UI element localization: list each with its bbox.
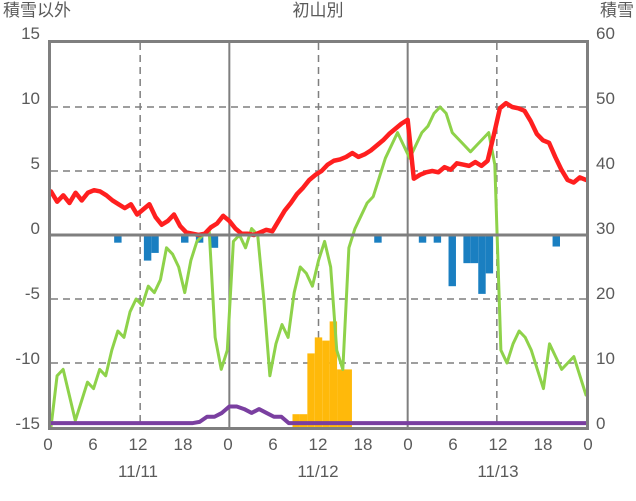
snowfall-bars — [114, 235, 560, 294]
precipitation-bars — [292, 321, 352, 427]
right-axis-unit-label: 積雪 — [600, 1, 634, 20]
x-axis-tick-0: 0 — [43, 435, 53, 454]
x-axis-tick-9: 6 — [448, 435, 458, 454]
x-axis-tick-10: 12 — [488, 435, 508, 454]
temperature-line — [51, 100, 586, 238]
y-axis-tick-right-6: 0 — [596, 414, 606, 433]
y-axis-tick-left-3: 0 — [30, 219, 40, 238]
x-axis-day-label-1: 11/12 — [297, 462, 339, 481]
x-axis-tick-2: 12 — [128, 435, 148, 454]
x-axis-day-label-0: 11/11 — [117, 462, 159, 481]
y-axis-tick-right-0: 60 — [596, 24, 615, 43]
x-axis-tick-12: 0 — [583, 435, 593, 454]
y-axis-tick-left-0: 15 — [21, 24, 40, 43]
x-axis-tick-5: 6 — [268, 435, 278, 454]
x-axis-tick-4: 0 — [223, 435, 233, 454]
page-title: 初山別 — [292, 1, 344, 20]
snow-depth-line — [51, 105, 586, 427]
y-axis-tick-left-4: -5 — [24, 284, 40, 303]
x-axis-tick-11: 18 — [533, 435, 553, 454]
y-axis-tick-left-5: -10 — [15, 349, 40, 368]
y-axis-tick-left-1: 10 — [21, 89, 40, 108]
y-axis-tick-right-2: 40 — [596, 154, 615, 173]
plot-area — [48, 40, 589, 430]
x-axis-tick-3: 18 — [173, 435, 193, 454]
y-axis-tick-right-1: 50 — [596, 89, 615, 108]
x-axis-day-label-2: 11/13 — [477, 462, 519, 481]
x-axis-tick-6: 12 — [308, 435, 328, 454]
x-axis-tick-8: 0 — [403, 435, 413, 454]
y-axis-tick-left-6: -15 — [15, 414, 40, 433]
x-axis-tick-1: 6 — [88, 435, 98, 454]
x-axis-tick-7: 18 — [353, 435, 373, 454]
wind-speed-line — [51, 404, 586, 426]
y-axis-tick-right-5: 10 — [596, 349, 615, 368]
y-axis-tick-right-3: 30 — [596, 219, 615, 238]
y-axis-tick-left-2: 5 — [30, 154, 40, 173]
chart-canvas — [51, 43, 586, 427]
y-axis-tick-right-4: 20 — [596, 284, 615, 303]
left-axis-unit-label: 積雪以外 — [3, 1, 71, 20]
